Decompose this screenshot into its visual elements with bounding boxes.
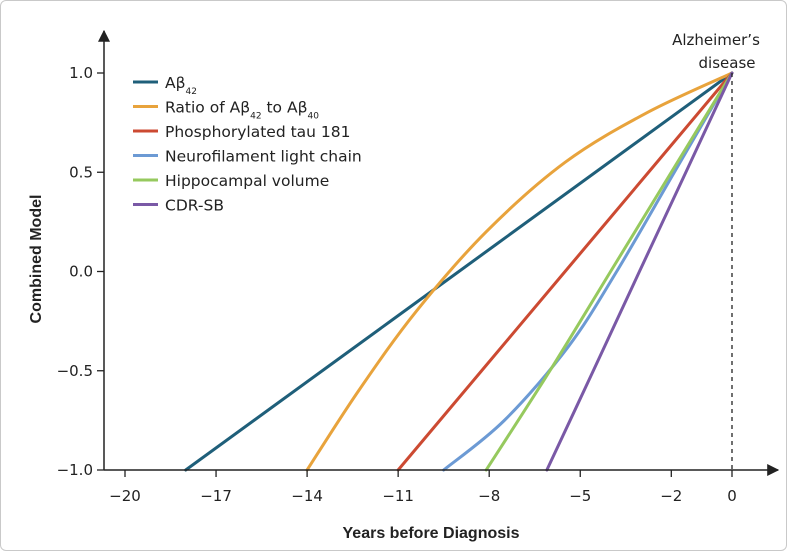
y-tick-label: −0.5	[57, 362, 93, 380]
x-tick-label: −11	[382, 487, 414, 505]
legend-label-1: Aβ42	[165, 74, 197, 97]
series-line-2	[305, 71, 734, 472]
y-tick-label: 1.0	[69, 64, 93, 82]
x-tick-label: −5	[569, 487, 591, 505]
annotation-line2: disease	[699, 54, 756, 72]
annotation-line1: Alzheimer’s	[672, 31, 760, 49]
series-line-3	[396, 71, 734, 472]
x-tick-label: −17	[200, 487, 232, 505]
x-tick-label: 0	[727, 487, 737, 505]
legend-label-2: Ratio of Aβ42 to Aβ40	[165, 99, 319, 122]
series-line-4	[442, 71, 734, 472]
x-axis-title: Years before Diagnosis	[343, 525, 520, 542]
x-tick-label: −20	[109, 487, 141, 505]
x-tick-label: −14	[291, 487, 323, 505]
y-tick-label: −1.0	[57, 461, 93, 479]
legend-label-4: Neurofilament light chain	[165, 148, 362, 166]
x-tick-label: −2	[660, 487, 682, 505]
y-tick-label: 0.5	[69, 163, 93, 181]
legend-label-6: CDR-SB	[165, 197, 224, 215]
y-tick-label: 0.0	[69, 263, 93, 281]
series-line-6	[545, 71, 734, 472]
y-axis-title: Combined Model	[28, 195, 45, 324]
x-tick-label: −8	[478, 487, 500, 505]
series-line-1	[184, 71, 734, 472]
legend-label-3: Phosphorylated tau 181	[165, 123, 351, 141]
series-line-5	[484, 71, 734, 472]
legend-label-5: Hippocampal volume	[165, 172, 329, 190]
